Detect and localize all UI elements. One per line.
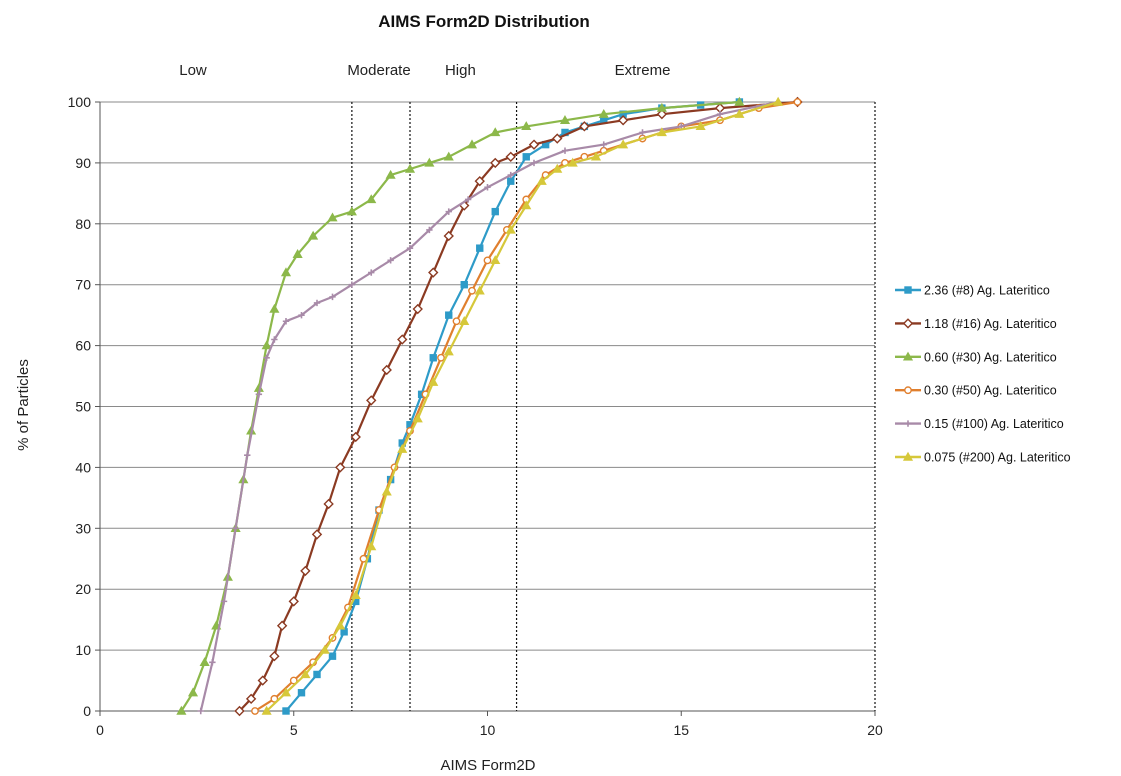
zone-label: Extreme [615,62,671,79]
y-tick-label: 0 [83,703,91,719]
data-point [484,257,490,263]
data-point [430,355,436,361]
x-tick-label: 5 [290,722,298,738]
data-point [438,355,444,361]
y-tick-label: 50 [75,399,91,415]
data-point [469,288,475,294]
zone-label: High [445,62,476,79]
legend-entry: 0.30 (#50) Ag. Lateritico [895,384,1057,398]
data-point [329,653,335,659]
y-tick-label: 20 [75,581,91,597]
x-tick-label: 0 [96,722,104,738]
legend-entry: 0.075 (#200) Ag. Lateritico [895,451,1071,465]
legend-marker [905,387,911,393]
data-point [492,208,498,214]
data-point [314,671,320,677]
y-tick-label: 70 [75,277,91,293]
y-tick-label: 40 [75,459,91,475]
data-point [252,708,258,714]
legend-entry: 1.18 (#16) Ag. Lateritico [895,317,1057,331]
data-point [446,312,452,318]
legend: 2.36 (#8) Ag. Lateritico 1.18 (#16) Ag. L… [895,284,1071,465]
legend-marker [905,287,911,293]
y-tick-label: 10 [75,642,91,658]
data-point [341,629,347,635]
x-axis-label: AIMS Form2D [440,757,535,774]
legend-entry: 0.60 (#30) Ag. Lateritico [895,350,1057,364]
legend-label: 0.15 (#100) Ag. Lateritico [924,417,1064,431]
legend-entry: 2.36 (#8) Ag. Lateritico [895,284,1050,298]
data-point [794,99,800,105]
data-point [283,708,289,714]
data-point [523,154,529,160]
x-tick-label: 10 [480,722,496,738]
plot-area: 0 10 20 30 40 50 60 70 80 90 100 0 5 10 15 20 Low Moderat… [68,62,883,738]
data-point [453,318,459,324]
y-tick-label: 100 [68,94,92,110]
legend-label: 1.18 (#16) Ag. Lateritico [924,317,1057,331]
x-tick-label: 15 [673,722,689,738]
data-point [508,178,514,184]
legend-label: 2.36 (#8) Ag. Lateritico [924,284,1050,298]
legend-label: 0.075 (#200) Ag. Lateritico [924,451,1071,465]
legend-marker [904,319,912,327]
legend-label: 0.60 (#30) Ag. Lateritico [924,350,1057,364]
y-tick-label: 30 [75,520,91,536]
x-tick-label: 20 [867,722,883,738]
zone-label: Low [179,62,207,79]
y-tick-label: 60 [75,338,91,354]
data-point [461,282,467,288]
zone-label: Moderate [347,62,410,79]
data-point [298,690,304,696]
legend-marker [905,420,911,426]
chart-title: AIMS Form2D Distribution [378,12,590,31]
y-tick-label: 90 [75,155,91,171]
data-point [477,245,483,251]
y-axis-label: % of Particles [15,359,32,451]
legend-label: 0.30 (#50) Ag. Lateritico [924,384,1057,398]
legend-entry: 0.15 (#100) Ag. Lateritico [895,417,1064,431]
y-tick-label: 80 [75,216,91,232]
